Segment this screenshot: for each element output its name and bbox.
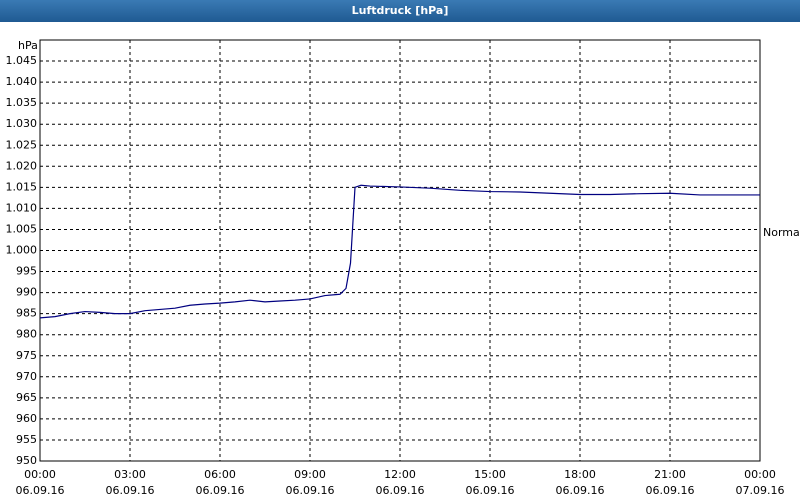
y-tick-label: 980	[16, 328, 37, 341]
title-bar: Luftdruck [hPa]	[0, 0, 800, 22]
x-tick-label: 18:00 06.09.16	[555, 468, 605, 497]
y-tick-label: 955	[16, 433, 37, 446]
y-tick-label: 1.035	[6, 96, 38, 109]
y-tick-label: 1.015	[6, 180, 38, 193]
y-tick-label: 950	[16, 454, 37, 467]
x-tick-label: 12:00 06.09.16	[375, 468, 425, 497]
y-tick-label: 1.005	[6, 222, 38, 235]
y-tick-label: 1.010	[6, 201, 38, 214]
x-tick-label: 03:00 06.09.16	[105, 468, 155, 497]
y-tick-label: 1.040	[6, 75, 38, 88]
x-tick-label: 21:00 06.09.16	[645, 468, 695, 497]
x-tick-label: 00:00 06.09.16	[15, 468, 65, 497]
x-tick-label: 06:00 06.09.16	[195, 468, 245, 497]
x-tick-label: 09:00 06.09.16	[285, 468, 335, 497]
y-tick-label: 1.030	[6, 117, 38, 130]
y-tick-label: 975	[16, 349, 37, 362]
annotation: Normal	[763, 226, 800, 239]
plot-frame	[39, 39, 761, 462]
y-tick-label: 960	[16, 412, 37, 425]
x-tick-label: 00:00 07.09.16	[735, 468, 785, 497]
y-tick-label: 965	[16, 391, 37, 404]
y-tick-label: 970	[16, 370, 37, 383]
data-line	[39, 184, 760, 319]
y-unit-label: hPa	[18, 39, 38, 52]
y-tick-label: 1.045	[6, 54, 38, 67]
x-tick-label: 15:00 06.09.16	[465, 468, 515, 497]
y-tick-label: 1.020	[6, 159, 38, 172]
y-tick-label: 990	[16, 286, 37, 299]
y-tick-label: 1.000	[6, 244, 38, 257]
y-tick-label: 1.025	[6, 138, 38, 151]
y-tick-label: 995	[16, 265, 37, 278]
y-tick-label: 985	[16, 307, 37, 320]
